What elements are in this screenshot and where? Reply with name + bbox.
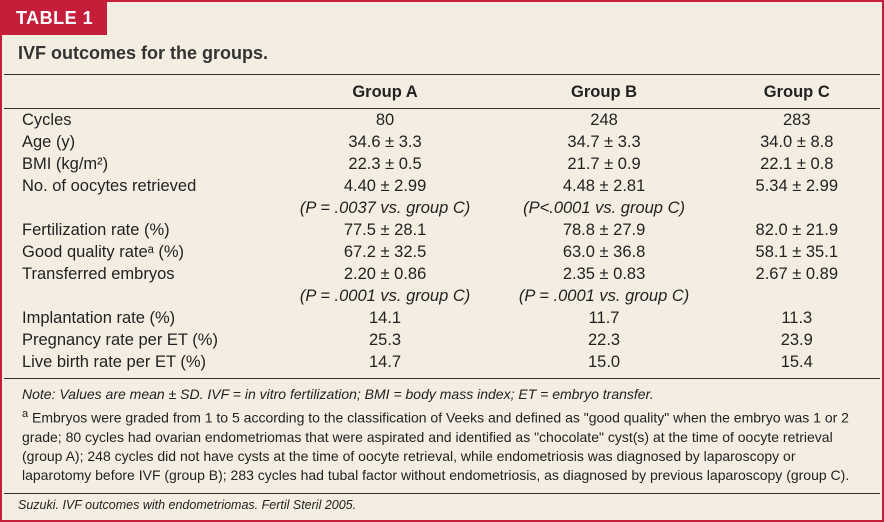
table-row: Fertilization rate (%)77.5 ± 28.178.8 ± … xyxy=(4,219,880,241)
table-row: Live birth rate per ET (%)14.715.015.4 xyxy=(4,351,880,378)
col-group-b: Group B xyxy=(495,75,714,109)
table-label: TABLE 1 xyxy=(2,2,107,35)
col-group-a: Group A xyxy=(276,75,495,109)
table-container: TABLE 1 IVF outcomes for the groups. Gro… xyxy=(0,0,884,522)
cell-a: 25.3 xyxy=(276,329,495,351)
table-row: Cycles80248283 xyxy=(4,109,880,132)
note-text: Values are mean ± SD. IVF = in vitro fer… xyxy=(55,386,653,402)
table-footnote: a Embryos were graded from 1 to 5 accord… xyxy=(4,407,880,492)
table-row: No. of oocytes retrieved4.40 ± 2.994.48 … xyxy=(4,175,880,197)
cell-a: 22.3 ± 0.5 xyxy=(276,153,495,175)
cell-c: 283 xyxy=(714,109,880,132)
cell-b: (P<.0001 vs. group C) xyxy=(495,197,714,219)
table-row: Pregnancy rate per ET (%)25.322.323.9 xyxy=(4,329,880,351)
row-label: Pregnancy rate per ET (%) xyxy=(4,329,276,351)
footnote-marker: a xyxy=(22,408,28,420)
row-label: BMI (kg/m²) xyxy=(4,153,276,175)
table-title: IVF outcomes for the groups. xyxy=(4,35,880,75)
cell-b: 22.3 xyxy=(495,329,714,351)
table-row: Age (y)34.6 ± 3.334.7 ± 3.334.0 ± 8.8 xyxy=(4,131,880,153)
note-label: Note: xyxy=(22,386,55,402)
table-row: Transferred embryos2.20 ± 0.862.35 ± 0.8… xyxy=(4,263,880,285)
row-label: Age (y) xyxy=(4,131,276,153)
table-note: Note: Values are mean ± SD. IVF = in vit… xyxy=(4,378,880,408)
row-label: Implantation rate (%) xyxy=(4,307,276,329)
cell-c: 23.9 xyxy=(714,329,880,351)
cell-b: 15.0 xyxy=(495,351,714,378)
cell-c: 22.1 ± 0.8 xyxy=(714,153,880,175)
row-label: Cycles xyxy=(4,109,276,132)
cell-b: 248 xyxy=(495,109,714,132)
cell-c xyxy=(714,285,880,307)
table-row: Good quality rateᵃ (%)67.2 ± 32.563.0 ± … xyxy=(4,241,880,263)
cell-c: 11.3 xyxy=(714,307,880,329)
row-label xyxy=(4,197,276,219)
row-label: Good quality rateᵃ (%) xyxy=(4,241,276,263)
cell-a: 2.20 ± 0.86 xyxy=(276,263,495,285)
cell-b: 34.7 ± 3.3 xyxy=(495,131,714,153)
table-row: (P = .0037 vs. group C)(P<.0001 vs. grou… xyxy=(4,197,880,219)
cell-b: 78.8 ± 27.9 xyxy=(495,219,714,241)
table-row: (P = .0001 vs. group C)(P = .0001 vs. gr… xyxy=(4,285,880,307)
cell-a: 14.7 xyxy=(276,351,495,378)
cell-b: 4.48 ± 2.81 xyxy=(495,175,714,197)
header-row: Group A Group B Group C xyxy=(4,75,880,109)
cell-b: 11.7 xyxy=(495,307,714,329)
cell-a: 4.40 ± 2.99 xyxy=(276,175,495,197)
cell-c: 58.1 ± 35.1 xyxy=(714,241,880,263)
cell-c: 2.67 ± 0.89 xyxy=(714,263,880,285)
cell-a: 77.5 ± 28.1 xyxy=(276,219,495,241)
row-label: Fertilization rate (%) xyxy=(4,219,276,241)
cell-a: 34.6 ± 3.3 xyxy=(276,131,495,153)
cell-a: (P = .0037 vs. group C) xyxy=(276,197,495,219)
cell-c: 34.0 ± 8.8 xyxy=(714,131,880,153)
cell-c xyxy=(714,197,880,219)
cell-b: 63.0 ± 36.8 xyxy=(495,241,714,263)
cell-a: (P = .0001 vs. group C) xyxy=(276,285,495,307)
row-label: No. of oocytes retrieved xyxy=(4,175,276,197)
row-label: Transferred embryos xyxy=(4,263,276,285)
table-row: Implantation rate (%)14.111.711.3 xyxy=(4,307,880,329)
table-body: Cycles80248283Age (y)34.6 ± 3.334.7 ± 3.… xyxy=(4,109,880,378)
cell-a: 67.2 ± 32.5 xyxy=(276,241,495,263)
cell-b: 21.7 ± 0.9 xyxy=(495,153,714,175)
col-group-c: Group C xyxy=(714,75,880,109)
cell-b: 2.35 ± 0.83 xyxy=(495,263,714,285)
footnote-text: Embryos were graded from 1 to 5 accordin… xyxy=(22,410,849,483)
cell-b: (P = .0001 vs. group C) xyxy=(495,285,714,307)
cell-c: 15.4 xyxy=(714,351,880,378)
cell-a: 14.1 xyxy=(276,307,495,329)
col-empty xyxy=(4,75,276,109)
row-label: Live birth rate per ET (%) xyxy=(4,351,276,378)
cell-c: 82.0 ± 21.9 xyxy=(714,219,880,241)
data-table: Group A Group B Group C Cycles80248283Ag… xyxy=(4,75,880,378)
cell-a: 80 xyxy=(276,109,495,132)
table-row: BMI (kg/m²)22.3 ± 0.521.7 ± 0.922.1 ± 0.… xyxy=(4,153,880,175)
cell-c: 5.34 ± 2.99 xyxy=(714,175,880,197)
row-label xyxy=(4,285,276,307)
